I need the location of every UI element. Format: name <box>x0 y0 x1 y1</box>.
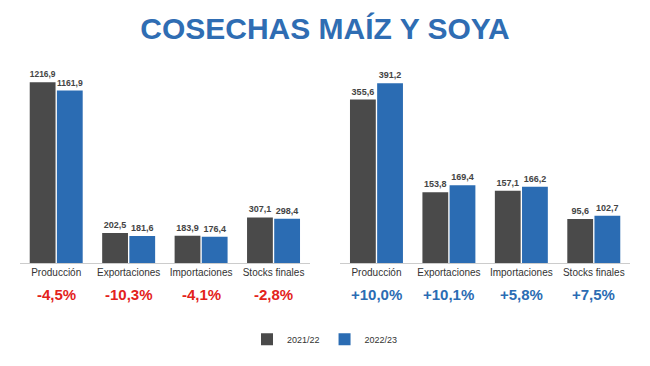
svg-text:202,5: 202,5 <box>104 220 127 230</box>
svg-text:+5,8%: +5,8% <box>500 286 543 303</box>
svg-text:102,7: 102,7 <box>596 203 619 213</box>
svg-text:157,1: 157,1 <box>496 178 519 188</box>
svg-text:1161,9: 1161,9 <box>57 78 83 88</box>
svg-text:+10,0%: +10,0% <box>351 286 402 303</box>
svg-text:Importaciones: Importaciones <box>490 267 553 278</box>
svg-text:-4,5%: -4,5% <box>37 286 76 303</box>
svg-text:307,1: 307,1 <box>249 204 272 214</box>
svg-text:181,6: 181,6 <box>131 223 154 233</box>
svg-text:-10,3%: -10,3% <box>105 286 153 303</box>
svg-text:Stocks finales: Stocks finales <box>563 267 625 278</box>
svg-text:Producción: Producción <box>31 267 81 278</box>
svg-text:176,4: 176,4 <box>203 224 226 234</box>
svg-text:COSECHAS MAÍZ Y SOYA: COSECHAS MAÍZ Y SOYA <box>140 12 510 45</box>
svg-text:Exportaciones: Exportaciones <box>417 267 480 278</box>
svg-text:Importaciones: Importaciones <box>170 267 233 278</box>
svg-text:+7,5%: +7,5% <box>572 286 615 303</box>
svg-text:95,6: 95,6 <box>571 206 589 216</box>
svg-text:1216,9: 1216,9 <box>30 69 56 79</box>
svg-text:355,6: 355,6 <box>352 87 375 97</box>
svg-text:-2,8%: -2,8% <box>254 286 293 303</box>
svg-text:-4,1%: -4,1% <box>182 286 221 303</box>
svg-text:Stocks finales: Stocks finales <box>243 267 305 278</box>
svg-text:169,4: 169,4 <box>451 172 474 182</box>
svg-text:+10,1%: +10,1% <box>423 286 474 303</box>
svg-text:298,4: 298,4 <box>276 206 299 216</box>
svg-text:166,2: 166,2 <box>524 174 547 184</box>
svg-text:Exportaciones: Exportaciones <box>97 267 160 278</box>
svg-text:153,8: 153,8 <box>424 179 447 189</box>
svg-text:391,2: 391,2 <box>379 70 402 80</box>
svg-text:2021/22: 2021/22 <box>287 335 320 345</box>
svg-text:2022/23: 2022/23 <box>365 335 398 345</box>
svg-text:183,9: 183,9 <box>176 223 199 233</box>
svg-text:Producción: Producción <box>351 267 401 278</box>
